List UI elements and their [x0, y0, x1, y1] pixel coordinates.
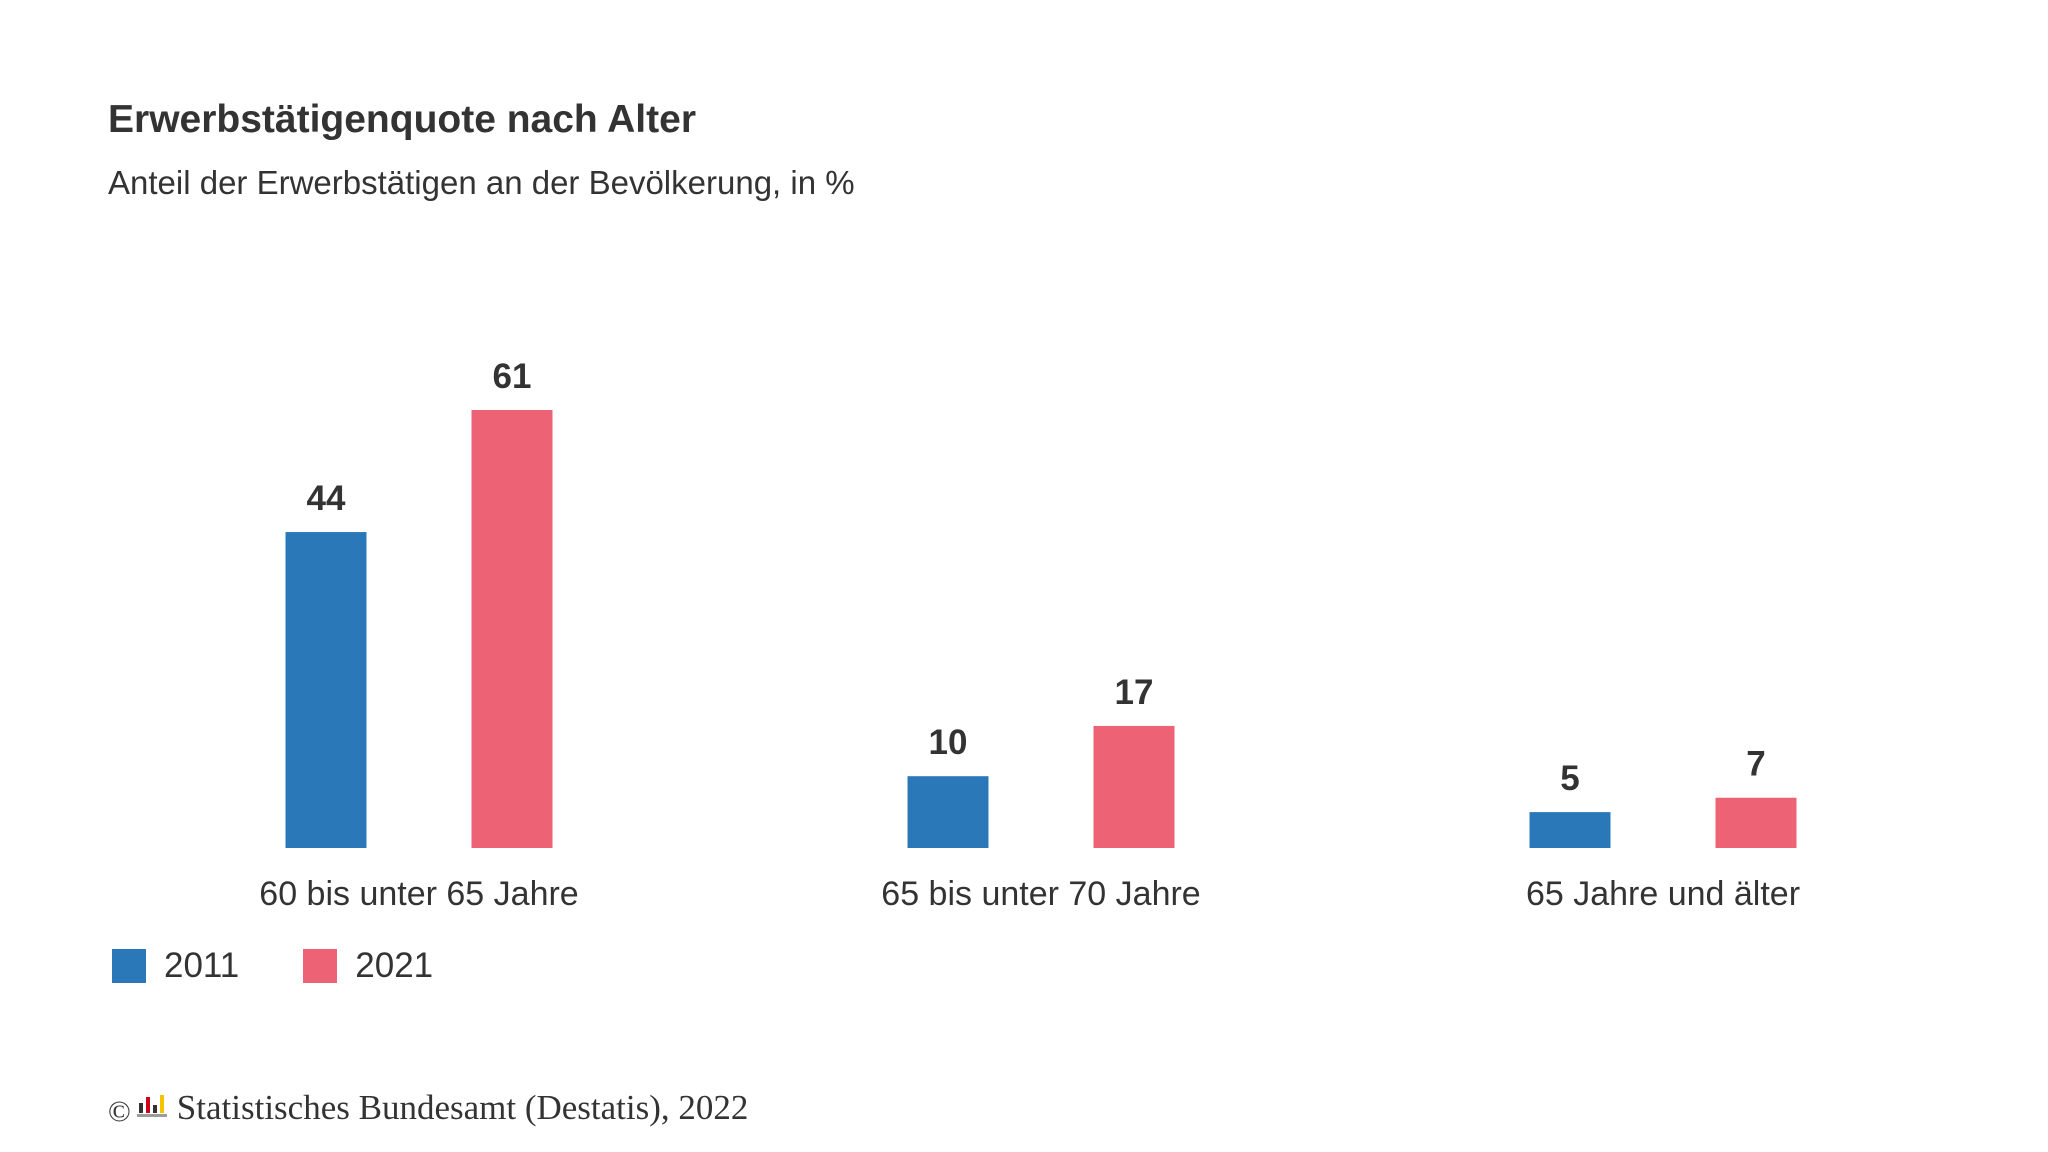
bar-group-65-bis-unter-70-jahre: 10 17 65 bis unter 70 Jahre — [881, 673, 1200, 913]
chart-subtitle: Anteil der Erwerbstätigen an der Bevölke… — [108, 164, 855, 201]
data-label-2011-60-bis-unter-65-jahre: 44 — [307, 479, 346, 518]
bar-2021-60-bis-unter-65-jahre — [471, 410, 553, 848]
legend-item-2011: 2011 — [112, 946, 239, 986]
category-label-65-bis-unter-70-jahre: 65 bis unter 70 Jahre — [881, 875, 1200, 913]
source-text: Statistisches Bundesamt (Destatis), 2022 — [176, 1088, 749, 1127]
bar-2021-65-jahre-und-älter — [1715, 797, 1797, 848]
data-label-2011-65-bis-unter-70-jahre: 10 — [929, 723, 968, 762]
bar-group-60-bis-unter-65-jahre: 44 61 60 bis unter 65 Jahre — [259, 357, 578, 913]
data-label-2021-60-bis-unter-65-jahre: 61 — [493, 357, 532, 396]
bar-2011-65-jahre-und-älter — [1529, 812, 1611, 848]
source-note: © Statistisches Bundesamt (Destatis), 20… — [108, 1088, 748, 1128]
bar-2011-60-bis-unter-65-jahre — [285, 532, 367, 848]
chart-title: Erwerbstätigenquote nach Alter — [108, 98, 696, 141]
bar-2021-65-bis-unter-70-jahre — [1093, 725, 1175, 848]
legend: 2011 2021 — [112, 946, 497, 986]
copyright-symbol: © — [108, 1095, 131, 1128]
legend-swatch-2021 — [303, 949, 338, 983]
destatis-logo-icon — [136, 1095, 167, 1117]
legend-swatch-2011 — [112, 949, 146, 983]
data-label-2011-65-jahre-und-älter: 5 — [1560, 759, 1579, 798]
data-label-2021-65-jahre-und-älter: 7 — [1746, 745, 1765, 784]
legend-label-2011: 2011 — [164, 946, 240, 985]
data-label-2021-65-bis-unter-70-jahre: 17 — [1115, 673, 1154, 712]
legend-item-2021: 2021 — [303, 946, 433, 986]
bar-group-65-jahre-und-älter: 5 7 65 Jahre und älter — [1526, 745, 1800, 913]
bar-2011-65-bis-unter-70-jahre — [907, 776, 989, 848]
category-label-65-jahre-und-älter: 65 Jahre und älter — [1526, 875, 1800, 913]
legend-label-2021: 2021 — [355, 946, 434, 985]
category-label-60-bis-unter-65-jahre: 60 bis unter 65 Jahre — [259, 875, 578, 913]
